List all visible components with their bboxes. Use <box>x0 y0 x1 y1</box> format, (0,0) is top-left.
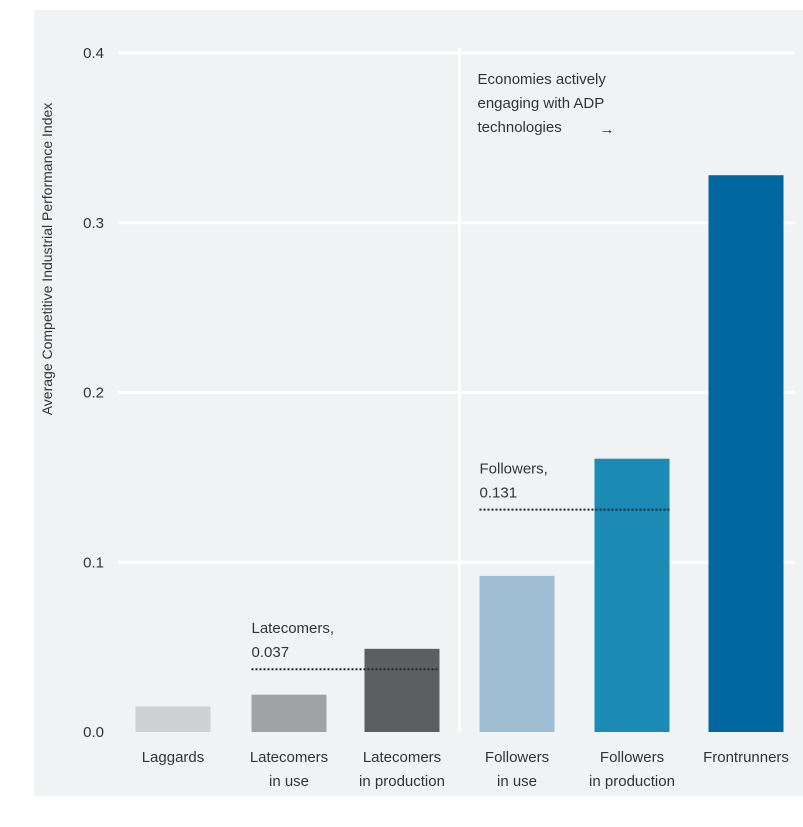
bar <box>364 648 440 732</box>
category-label: Followers <box>485 749 549 766</box>
y-tick-label: 0.0 <box>83 724 104 741</box>
x-axis-categories: Laggards Latecomers in use Latecomers in pro… <box>142 749 789 790</box>
y-tick-label: 0.2 <box>83 385 104 402</box>
category-label: in production <box>589 773 675 790</box>
reference-label: 0.131 <box>480 485 518 502</box>
category-label: Latecomers <box>250 749 328 766</box>
reference-lines: Latecomers, 0.037 Followers, 0.131 <box>251 461 670 671</box>
engagement-annotation: Economies actively engaging with ADP techn… <box>478 71 615 138</box>
bar <box>708 175 784 733</box>
bar <box>479 575 555 732</box>
bar <box>594 458 670 732</box>
gridlines <box>118 51 795 564</box>
bar <box>251 694 327 732</box>
category-label: in use <box>497 773 537 790</box>
reference-label: 0.037 <box>252 644 290 661</box>
reference-label: Latecomers, <box>252 620 335 637</box>
bars <box>135 175 784 733</box>
y-axis-label: Average Competitive Industrial Performan… <box>39 103 55 416</box>
category-label: Frontrunners <box>703 749 789 766</box>
annotation-text: engaging with ADP <box>478 95 605 112</box>
category-label: Followers <box>600 749 664 766</box>
y-axis-ticks: 0.0 0.1 0.2 0.3 0.4 <box>83 45 104 741</box>
bar <box>135 706 211 732</box>
annotation-text: technologies <box>478 119 562 136</box>
category-label: in production <box>359 773 445 790</box>
reference-label: Followers, <box>480 461 548 478</box>
y-tick-label: 0.1 <box>83 554 104 571</box>
arrow-right-icon: → <box>600 121 615 138</box>
y-tick-label: 0.3 <box>83 215 104 232</box>
y-tick-label: 0.4 <box>83 45 104 62</box>
category-label: Latecomers <box>363 749 441 766</box>
annotation-text: Economies actively <box>478 71 607 88</box>
category-label: in use <box>269 773 309 790</box>
category-label: Laggards <box>142 749 205 766</box>
